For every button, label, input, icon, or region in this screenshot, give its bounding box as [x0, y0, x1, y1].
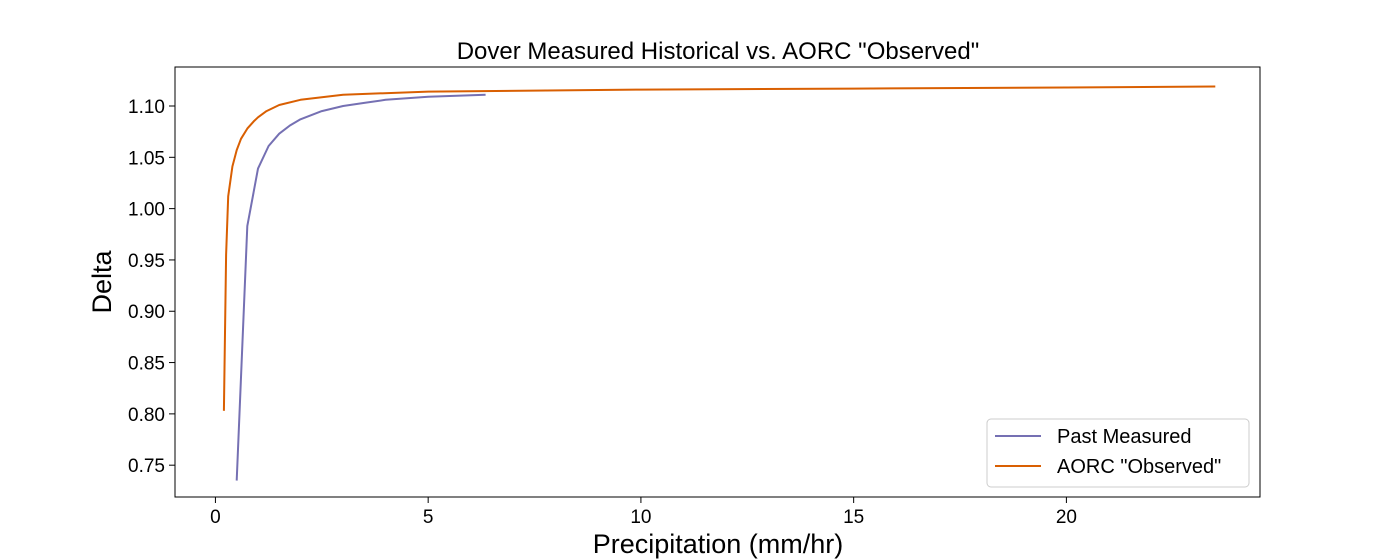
x-tick-label: 15	[843, 507, 864, 528]
chart-title: Dover Measured Historical vs. AORC "Obse…	[457, 38, 980, 65]
x-tick-label: 10	[630, 507, 651, 528]
y-tick-label: 0.90	[128, 302, 165, 323]
y-tick-label: 1.10	[128, 97, 165, 118]
x-tick-label: 5	[423, 507, 434, 528]
y-axis-ticks: 0.75 0.80 0.85 0.90 0.95 1.00 1.05 1.10	[128, 97, 175, 477]
y-tick-label: 0.75	[128, 456, 165, 477]
y-tick-label: 0.95	[128, 251, 165, 272]
y-axis-label: Delta	[87, 250, 117, 314]
x-axis-ticks: 0 5 10 15 20	[210, 497, 1077, 528]
x-tick-label: 0	[210, 507, 221, 528]
y-tick-label: 0.85	[128, 354, 165, 375]
legend-label-aorc-observed: AORC "Observed"	[1057, 456, 1221, 478]
y-tick-label: 1.05	[128, 148, 165, 169]
y-tick-label: 0.80	[128, 405, 165, 426]
y-tick-label: 1.00	[128, 200, 165, 221]
series-line-past-measured	[235, 93, 486, 481]
legend-label-past-measured: Past Measured	[1057, 426, 1192, 448]
x-axis-label: Precipitation (mm/hr)	[593, 529, 844, 559]
series-lines	[222, 85, 1216, 481]
legend: Past Measured AORC "Observed"	[986, 418, 1250, 488]
legend-box	[986, 418, 1250, 488]
x-tick-label: 20	[1056, 507, 1077, 528]
plot-frame	[174, 66, 1261, 498]
series-line-aorc-observed	[222, 85, 1216, 411]
